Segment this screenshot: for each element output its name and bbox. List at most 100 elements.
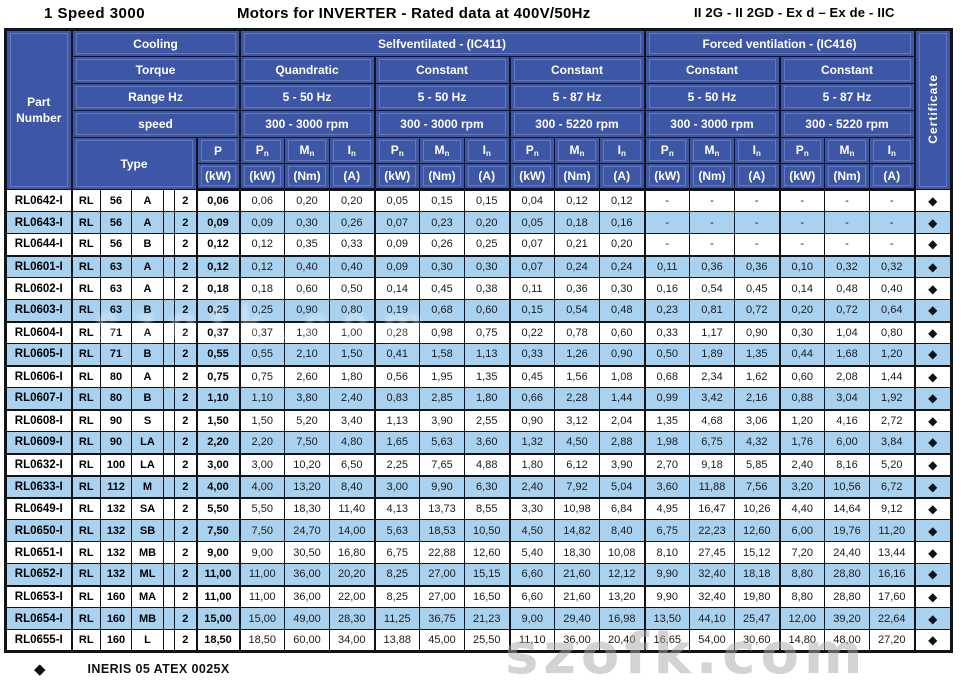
value-cell: 1,04	[824, 321, 870, 344]
value-cell: 0,18	[554, 211, 600, 234]
type-poles-cell: 2	[174, 585, 197, 608]
type-series-cell: RL	[70, 365, 101, 388]
header-unit-3-0: (kW)	[643, 163, 690, 191]
rated-power-cell: 15,00	[195, 607, 240, 630]
value-cell: 36,00	[284, 563, 330, 587]
value-cell: 6,60	[508, 585, 555, 608]
value-cell: 0,50	[329, 277, 375, 300]
value-cell: 1,32	[508, 431, 555, 455]
part-number-cell: RL0650-I	[5, 519, 72, 542]
type-letter-cell: MB	[131, 541, 164, 564]
rated-power-cell: 7,50	[195, 519, 240, 542]
value-cell: 0,20	[329, 189, 375, 212]
table-row: RL0652-I RL 132 ML 2 11,00 11,00 36,00 20,20 8,25…	[5, 563, 952, 587]
table-row: RL0605-I RL 71 B 2 0,55 0,55 2,10 1,50 0,41 1,58 1,…	[5, 343, 952, 367]
type-letter-cell: SA	[131, 497, 164, 520]
value-cell: 9,90	[643, 563, 690, 587]
type-spacer-cell	[163, 453, 175, 477]
header-unit-2-1: (Nm)	[554, 163, 600, 191]
header-sym-2-0: Pn	[508, 137, 555, 164]
value-cell: 0,06	[238, 189, 285, 212]
value-cell: 2,70	[643, 453, 690, 477]
certificate-cell: ◆	[913, 233, 952, 257]
value-cell: 2,40	[508, 475, 555, 499]
rated-power-cell: 0,12	[195, 233, 240, 257]
value-cell: 0,30	[419, 255, 465, 278]
certificate-cell: ◆	[913, 277, 952, 300]
value-cell: 3,42	[689, 387, 735, 411]
value-cell: 1,92	[869, 387, 915, 411]
value-cell: 0,04	[508, 189, 555, 212]
value-cell: 14,80	[778, 629, 825, 652]
value-cell: 0,36	[554, 277, 600, 300]
certificate-cell: ◆	[913, 211, 952, 234]
table-row: RL0608-I RL 90 S 2 1,50 1,50 5,20 3,40 1,13 3,90 2,…	[5, 409, 952, 432]
type-poles-cell: 2	[174, 233, 197, 257]
type-series-cell: RL	[70, 233, 101, 257]
title-bar: 1 Speed 3000 Motors for INVERTER - Rated…	[0, 0, 968, 28]
value-cell: 1,30	[284, 321, 330, 344]
value-cell: 0,28	[373, 321, 420, 344]
part-number-cell: RL0643-I	[5, 211, 72, 234]
value-cell: 0,80	[329, 299, 375, 323]
value-cell: 18,53	[419, 519, 465, 542]
type-frame-cell: 56	[100, 233, 132, 257]
value-cell: 0,72	[824, 299, 870, 323]
value-cell: 0,12	[238, 233, 285, 257]
header-unit-3-1: (Nm)	[689, 163, 735, 191]
type-frame-cell: 63	[100, 277, 132, 300]
part-number-cell: RL0649-I	[5, 497, 72, 520]
value-cell: 2,40	[329, 387, 375, 411]
value-cell: 1,98	[643, 431, 690, 455]
value-cell: 0,12	[599, 189, 645, 212]
value-cell: 9,00	[508, 607, 555, 630]
type-poles-cell: 2	[174, 497, 197, 520]
header-range-4: 5 - 87 Hz	[778, 83, 915, 111]
part-number-cell: RL0603-I	[5, 299, 72, 323]
type-frame-cell: 56	[100, 189, 132, 212]
value-cell: 0,23	[419, 211, 465, 234]
type-spacer-cell	[163, 409, 175, 432]
value-cell: 11,00	[238, 585, 285, 608]
value-cell: 1,35	[734, 343, 780, 367]
value-cell: 9,12	[869, 497, 915, 520]
value-cell: 0,44	[778, 343, 825, 367]
type-spacer-cell	[163, 585, 175, 608]
value-cell: 0,22	[508, 321, 555, 344]
value-cell: 28,80	[824, 563, 870, 587]
type-letter-cell: M	[131, 475, 164, 499]
header-p-symbol: P	[195, 137, 240, 164]
type-frame-cell: 80	[100, 387, 132, 411]
certificate-cell: ◆	[913, 563, 952, 587]
type-frame-cell: 132	[100, 541, 132, 564]
header-range-1: 5 - 50 Hz	[373, 83, 510, 111]
value-cell: 1,89	[689, 343, 735, 367]
value-cell: 2,60	[284, 365, 330, 388]
value-cell: 7,65	[419, 453, 465, 477]
value-cell: 0,23	[643, 299, 690, 323]
value-cell: 24,40	[824, 541, 870, 564]
type-frame-cell: 63	[100, 255, 132, 278]
type-letter-cell: LA	[131, 453, 164, 477]
value-cell: 10,56	[824, 475, 870, 499]
value-cell: 1,35	[464, 365, 510, 388]
value-cell: 30,50	[284, 541, 330, 564]
value-cell: 0,38	[464, 277, 510, 300]
value-cell: 8,10	[643, 541, 690, 564]
value-cell: 21,60	[554, 585, 600, 608]
value-cell: 14,82	[554, 519, 600, 542]
value-cell: 5,63	[419, 431, 465, 455]
table-row: RL0643-I RL 56 A 2 0,09 0,09 0,30 0,26 0,07 0,23 0,…	[5, 211, 952, 234]
value-cell: 0,30	[464, 255, 510, 278]
header-torque-1: Constant	[373, 56, 510, 84]
value-cell: 0,26	[329, 211, 375, 234]
header-unit-1-1: (Nm)	[419, 163, 465, 191]
header-cooling-group-1: Forced ventilation - (IC416)	[643, 29, 915, 57]
type-letter-cell: S	[131, 409, 164, 432]
value-cell: 1,80	[464, 387, 510, 411]
value-cell: 0,40	[329, 255, 375, 278]
value-cell: 8,40	[599, 519, 645, 542]
footer-note: ◆ INERIS 05 ATEX 0025X	[34, 658, 230, 680]
header-sym-2-2: In	[599, 137, 645, 164]
value-cell: 6,84	[599, 497, 645, 520]
